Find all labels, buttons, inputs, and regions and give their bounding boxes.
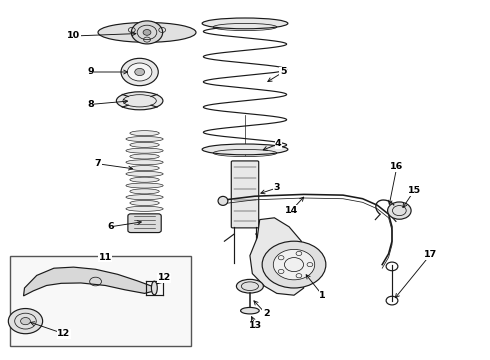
Text: 3: 3 [273,184,280,192]
Text: 6: 6 [107,222,114,231]
Circle shape [143,30,151,35]
Circle shape [8,309,43,334]
Text: 16: 16 [390,162,404,171]
Ellipse shape [130,142,159,147]
Ellipse shape [202,144,288,155]
Text: 9: 9 [87,68,94,77]
Text: 4: 4 [275,139,282,148]
Circle shape [127,63,152,81]
Circle shape [21,318,30,325]
Ellipse shape [126,171,163,176]
Ellipse shape [130,154,159,159]
Text: 12: 12 [157,274,171,282]
Text: 12: 12 [57,329,71,338]
Text: 10: 10 [67,31,80,40]
FancyBboxPatch shape [128,214,161,233]
Ellipse shape [130,201,159,206]
Polygon shape [250,218,304,295]
Text: 11: 11 [98,253,112,262]
FancyBboxPatch shape [231,161,259,228]
Ellipse shape [130,131,159,136]
Text: 13: 13 [249,321,262,330]
Text: 15: 15 [408,186,420,195]
Ellipse shape [126,136,163,141]
Ellipse shape [130,177,159,182]
Ellipse shape [98,22,196,42]
Ellipse shape [116,92,163,110]
Ellipse shape [126,148,163,153]
Text: 2: 2 [263,309,270,318]
Circle shape [121,58,158,86]
Text: 5: 5 [280,68,287,77]
Polygon shape [24,267,154,296]
Ellipse shape [237,279,264,293]
Circle shape [131,21,163,44]
Circle shape [388,202,411,219]
Text: 8: 8 [87,100,94,109]
Text: 7: 7 [95,159,101,168]
Ellipse shape [126,160,163,165]
Text: 1: 1 [319,291,326,300]
Circle shape [273,249,315,280]
Ellipse shape [130,166,159,171]
Ellipse shape [126,183,163,188]
Ellipse shape [202,18,288,29]
Ellipse shape [218,197,228,205]
Ellipse shape [130,189,159,194]
Circle shape [135,68,145,76]
Ellipse shape [241,307,259,314]
Circle shape [262,241,326,288]
Ellipse shape [126,195,163,200]
Ellipse shape [151,281,157,295]
Ellipse shape [126,206,163,211]
Text: 17: 17 [423,251,437,259]
Text: 14: 14 [285,206,298,215]
FancyBboxPatch shape [10,256,191,346]
